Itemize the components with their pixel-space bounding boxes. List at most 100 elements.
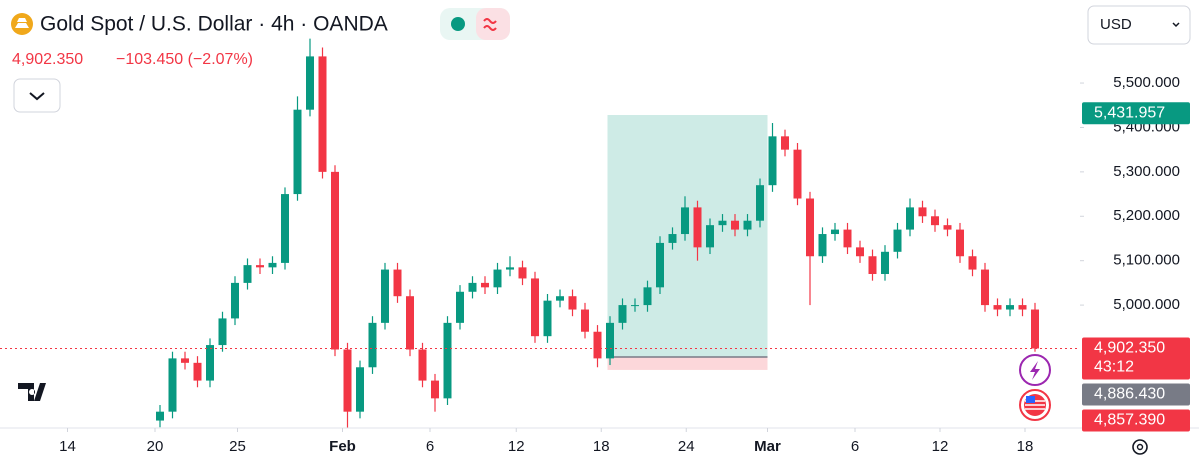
candle-body — [606, 322, 614, 359]
candle-body — [706, 225, 714, 248]
wave-icon — [483, 18, 497, 31]
candle-body — [168, 358, 177, 412]
candle-body — [381, 269, 389, 323]
last-price: 4,902.350 — [12, 51, 83, 68]
candle-body — [893, 229, 902, 252]
candle-body — [306, 56, 314, 110]
candle-body — [681, 207, 689, 235]
candle-body — [643, 287, 652, 306]
candle-body — [568, 296, 577, 310]
candle-body — [968, 256, 977, 270]
candle-body — [218, 318, 227, 346]
candle-body — [531, 278, 539, 337]
candle-body — [343, 349, 352, 412]
y-tick-label: 5,500.000 — [1113, 74, 1180, 91]
candle-body — [456, 291, 464, 323]
y-tick-label: 5,000.000 — [1113, 296, 1180, 313]
x-tick-label: 18 — [593, 438, 610, 455]
candle-body — [281, 194, 289, 263]
candle-body — [868, 256, 877, 275]
market-open-dot — [451, 17, 465, 31]
candle-body — [193, 362, 202, 381]
candle-body — [506, 267, 514, 270]
settings-icon-core — [1136, 443, 1144, 451]
candle-body — [656, 242, 664, 288]
price-tag-label: 4,857.390 — [1094, 412, 1165, 429]
candle-body — [256, 265, 264, 268]
candle-body — [393, 269, 402, 297]
y-tick-label: 5,200.000 — [1113, 207, 1180, 224]
x-tick-label: 18 — [1017, 438, 1034, 455]
candle-body — [618, 305, 627, 323]
chevron — [29, 92, 45, 101]
candle-body — [881, 251, 889, 275]
price-tag — [1082, 409, 1190, 432]
x-tick-label: 12 — [932, 438, 949, 455]
candle-body — [181, 358, 189, 363]
candle-body — [581, 309, 589, 332]
candle-body — [668, 234, 677, 243]
price-tag — [1082, 383, 1190, 406]
target-zone — [607, 115, 768, 358]
collapse-button[interactable] — [13, 78, 61, 113]
x-axis-bg — [0, 428, 1199, 465]
candle-body — [806, 198, 814, 257]
y-tick-label: 5,100.000 — [1113, 252, 1180, 269]
candle-body — [293, 109, 302, 195]
candle-body — [543, 300, 552, 337]
price-tag-label: 5,431.957 — [1094, 104, 1165, 121]
stop-zone — [607, 357, 768, 370]
candle-body — [906, 207, 914, 230]
x-tick-label: Mar — [754, 438, 781, 455]
x-tick-label: 25 — [229, 438, 246, 455]
candle-body — [718, 220, 727, 226]
candle-body — [431, 380, 439, 399]
candle-body — [331, 171, 339, 350]
x-tick-label: 14 — [59, 438, 76, 455]
candle-body — [693, 207, 702, 248]
candle-body — [268, 262, 277, 268]
lightning — [1030, 361, 1040, 380]
candle-body — [918, 207, 927, 217]
price-tag — [1082, 102, 1190, 125]
x-tick-label: 24 — [678, 438, 695, 455]
candle-body — [556, 296, 564, 301]
candle-body — [1006, 305, 1014, 310]
candle-body — [856, 247, 864, 257]
candle-body — [743, 220, 752, 230]
price-change: −103.450 (−2.07%) — [116, 51, 253, 68]
candle-body — [1018, 305, 1027, 310]
tv-logo — [18, 383, 46, 401]
candle-body — [831, 229, 839, 235]
flag-canton — [1026, 396, 1035, 403]
currency-dropdown[interactable] — [1087, 5, 1191, 45]
candle-body — [443, 322, 452, 399]
plot-area — [0, 38, 1080, 430]
price-tag — [1082, 337, 1190, 380]
currency: USD — [1100, 16, 1132, 33]
price-tag-label: 4,902.350 — [1094, 340, 1165, 357]
candle-body — [493, 269, 502, 288]
candle-body — [206, 345, 214, 381]
settings-icon[interactable] — [1132, 439, 1148, 455]
candle-body — [993, 305, 1002, 310]
candle-body — [843, 229, 852, 248]
x-tick-label: 20 — [147, 438, 164, 455]
candle-body — [481, 282, 489, 288]
candle-body — [418, 349, 427, 381]
candle-body — [756, 185, 764, 221]
symbol-icon-bars — [15, 18, 29, 28]
candle-body — [768, 136, 777, 186]
chart-title: Gold Spot / U.S. Dollar · 4h · OANDA — [40, 13, 388, 36]
candle-body — [156, 411, 164, 421]
chevron — [1172, 22, 1180, 28]
candle-body — [356, 367, 364, 412]
candle-body — [731, 220, 739, 230]
x-tick-label: 6 — [851, 438, 859, 455]
candle-body — [368, 322, 377, 368]
candle-body — [318, 56, 327, 172]
candle-body — [231, 282, 239, 319]
price-tag-label: 4,886.430 — [1094, 386, 1165, 403]
price-tags: 5,431.957 4,902.350 43:12 4,886.430 4,857.39… — [1082, 102, 1190, 432]
